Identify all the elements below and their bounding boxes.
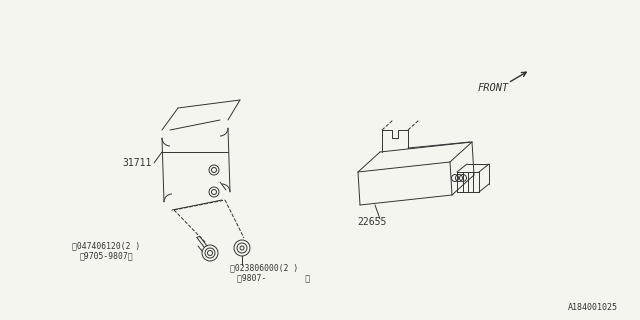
Text: 31711: 31711 <box>123 158 152 168</box>
Text: （9705-9807）: （9705-9807） <box>80 252 134 260</box>
Text: Ⓝ023806000(2 ): Ⓝ023806000(2 ) <box>230 263 298 273</box>
Text: A184001025: A184001025 <box>568 303 618 312</box>
Text: Ⓢ047406120(2 ): Ⓢ047406120(2 ) <box>72 242 140 251</box>
Text: FRONT: FRONT <box>478 83 509 93</box>
Text: 22655: 22655 <box>357 217 387 227</box>
Text: （9807-        ）: （9807- ） <box>237 274 310 283</box>
